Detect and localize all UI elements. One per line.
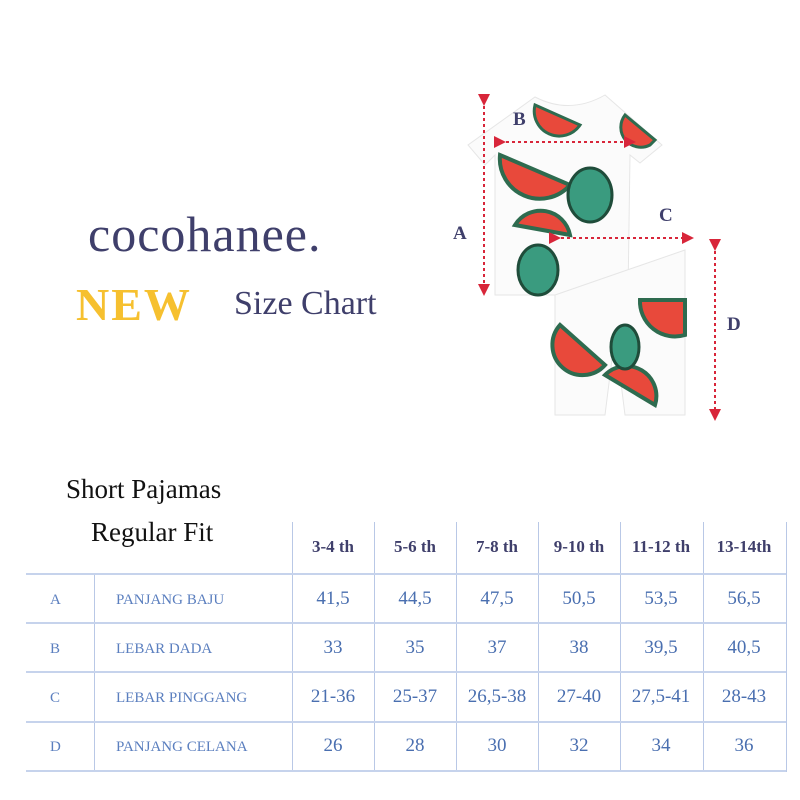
row-code: B xyxy=(50,641,61,657)
table-cell: 25-37 xyxy=(392,686,438,707)
table-cell: 28-43 xyxy=(721,686,767,707)
dimension-b-label: B xyxy=(513,109,526,130)
column-header: 3-4 th xyxy=(311,537,355,556)
table-cell: 26,5-38 xyxy=(467,686,527,707)
brand-logo: cocohanee. xyxy=(88,206,322,262)
table-cell: 30 xyxy=(487,735,507,756)
table-cell: 39,5 xyxy=(644,637,678,658)
row-label: PANJANG CELANA xyxy=(116,739,248,755)
new-label: NEW xyxy=(76,279,192,330)
table-cell: 40,5 xyxy=(727,637,761,658)
table-cell: 53,5 xyxy=(644,588,678,609)
table-cell: 41,5 xyxy=(316,588,350,609)
dimension-c-label: C xyxy=(659,205,673,226)
column-header: 11-12 th xyxy=(631,537,691,556)
dimension-d-label: D xyxy=(727,314,741,335)
table-cell: 28 xyxy=(405,735,425,756)
size-chart-subtitle: Size Chart xyxy=(234,285,377,322)
row-label: PANJANG BAJU xyxy=(116,592,225,608)
table-title: Short Pajamas xyxy=(66,474,222,504)
watermelon-prints xyxy=(497,102,687,409)
column-header: 5-6 th xyxy=(393,537,437,556)
table-cell: 26 xyxy=(323,735,343,756)
table-cell: 21-36 xyxy=(310,686,356,707)
table-cell: 27-40 xyxy=(556,686,602,707)
table-cell: 35 xyxy=(405,637,425,658)
row-code: A xyxy=(50,592,61,608)
table-cell: 37 xyxy=(487,637,507,658)
table-cell: 33 xyxy=(323,637,343,658)
table-cell: 50,5 xyxy=(562,588,596,609)
column-header: 9-10 th xyxy=(553,537,605,556)
table-cell: 36 xyxy=(734,735,754,756)
row-label: LEBAR PINGGANG xyxy=(116,690,248,706)
table-cell: 27,5-41 xyxy=(631,686,691,707)
column-header: 13-14th xyxy=(716,537,772,556)
table-cell: 47,5 xyxy=(480,588,514,609)
row-label: LEBAR DADA xyxy=(116,641,213,657)
table-cell: 38 xyxy=(569,637,589,658)
column-header: 7-8 th xyxy=(475,537,519,556)
table-cell: 44,5 xyxy=(398,588,432,609)
row-code: C xyxy=(50,690,61,706)
table-cell: 56,5 xyxy=(727,588,761,609)
row-code: D xyxy=(50,739,61,755)
table-cell: 32 xyxy=(569,735,589,756)
table-cell: 34 xyxy=(651,735,671,756)
fit-label: Regular Fit xyxy=(91,517,214,547)
dimension-a-label: A xyxy=(453,223,467,244)
pajamas-illustration xyxy=(467,94,721,421)
